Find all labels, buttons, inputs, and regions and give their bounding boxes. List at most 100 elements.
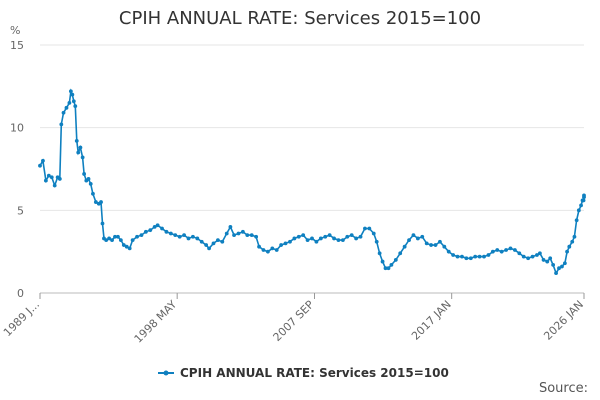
data-point bbox=[433, 243, 438, 247]
data-point bbox=[398, 251, 403, 256]
data-point bbox=[254, 234, 259, 239]
data-point bbox=[367, 226, 372, 231]
data-point bbox=[228, 224, 233, 229]
data-point bbox=[164, 229, 169, 234]
data-point bbox=[442, 244, 447, 249]
data-point bbox=[557, 266, 561, 271]
data-point bbox=[224, 231, 229, 236]
chart-title: CPIH ANNUAL RATE: Services 2015=100 bbox=[118, 8, 482, 29]
data-point bbox=[118, 238, 123, 242]
data-point bbox=[323, 234, 328, 239]
data-point bbox=[265, 249, 270, 254]
data-point bbox=[74, 138, 79, 143]
data-point bbox=[49, 175, 54, 180]
data-point bbox=[155, 223, 160, 228]
data-point bbox=[477, 254, 482, 259]
data-point bbox=[305, 238, 310, 242]
data-point bbox=[508, 246, 513, 251]
data-point bbox=[535, 253, 539, 257]
data-point bbox=[64, 105, 69, 110]
data-point bbox=[504, 248, 508, 252]
data-point bbox=[257, 244, 261, 249]
data-point bbox=[554, 271, 558, 276]
data-point bbox=[124, 244, 129, 249]
data-point bbox=[460, 254, 464, 259]
data-point bbox=[61, 110, 66, 115]
data-point bbox=[43, 178, 48, 183]
data-point bbox=[332, 236, 336, 241]
data-point bbox=[211, 241, 216, 246]
data-point bbox=[386, 266, 391, 271]
data-point bbox=[93, 200, 98, 204]
data-point bbox=[499, 249, 504, 254]
data-point bbox=[279, 243, 284, 247]
data-point bbox=[402, 244, 407, 249]
data-point bbox=[318, 236, 323, 241]
data-point bbox=[288, 239, 292, 244]
data-point bbox=[245, 233, 250, 238]
data-point bbox=[143, 229, 148, 234]
data-point bbox=[486, 253, 491, 257]
data-point bbox=[204, 243, 209, 247]
data-point bbox=[407, 238, 411, 242]
data-point bbox=[236, 231, 241, 236]
data-point bbox=[579, 203, 583, 208]
data-point bbox=[521, 254, 526, 259]
data-point bbox=[567, 244, 572, 249]
data-point bbox=[446, 249, 451, 254]
data-point bbox=[91, 191, 95, 196]
y-tick-label: 5 bbox=[17, 204, 24, 217]
data-point bbox=[358, 234, 363, 239]
data-point bbox=[490, 249, 495, 254]
data-point bbox=[41, 158, 45, 163]
data-point bbox=[88, 181, 93, 186]
data-point bbox=[371, 231, 376, 236]
data-point bbox=[374, 239, 379, 244]
data-point bbox=[127, 246, 132, 251]
data-point bbox=[292, 236, 297, 241]
data-point bbox=[582, 193, 586, 198]
data-point bbox=[86, 177, 91, 181]
data-point bbox=[240, 229, 245, 234]
y-tick-label: 15 bbox=[10, 39, 24, 52]
data-point bbox=[191, 234, 195, 239]
data-point bbox=[495, 248, 500, 252]
data-point bbox=[570, 239, 575, 244]
data-point bbox=[541, 258, 546, 262]
data-point bbox=[70, 92, 75, 97]
data-point bbox=[424, 241, 429, 246]
data-point bbox=[168, 231, 173, 236]
data-point bbox=[100, 221, 105, 226]
data-point bbox=[354, 236, 359, 241]
data-point bbox=[336, 238, 341, 242]
x-tick-label: 2026 JAN bbox=[541, 298, 586, 343]
data-point bbox=[283, 241, 288, 246]
data-point bbox=[429, 243, 433, 247]
data-point bbox=[455, 254, 460, 259]
y-axis: 0 5 10 15% bbox=[10, 24, 24, 300]
data-point bbox=[512, 248, 517, 252]
data-point bbox=[107, 236, 112, 241]
data-point bbox=[562, 261, 567, 266]
data-point bbox=[71, 99, 76, 104]
data-point bbox=[139, 233, 144, 238]
x-tick-label: 1989 J... bbox=[1, 298, 42, 339]
x-tick-label: 2017 JAN bbox=[409, 298, 454, 343]
x-tick-label: 2007 SEP bbox=[271, 298, 317, 344]
data-point bbox=[68, 89, 73, 94]
series-layer bbox=[38, 88, 586, 276]
data-point bbox=[314, 239, 319, 244]
data-point bbox=[80, 155, 85, 160]
data-point bbox=[380, 259, 385, 264]
data-point bbox=[59, 122, 64, 127]
data-point bbox=[73, 104, 78, 109]
data-point bbox=[560, 264, 564, 269]
data-point bbox=[135, 234, 139, 239]
legend-swatch-marker bbox=[163, 370, 169, 376]
data-point bbox=[113, 234, 117, 239]
data-point bbox=[99, 200, 103, 204]
legend: CPIH ANNUAL RATE: Services 2015=100 bbox=[158, 366, 449, 380]
data-point bbox=[389, 262, 394, 267]
y-tick-label: 0 bbox=[17, 287, 24, 300]
data-point bbox=[411, 233, 416, 238]
